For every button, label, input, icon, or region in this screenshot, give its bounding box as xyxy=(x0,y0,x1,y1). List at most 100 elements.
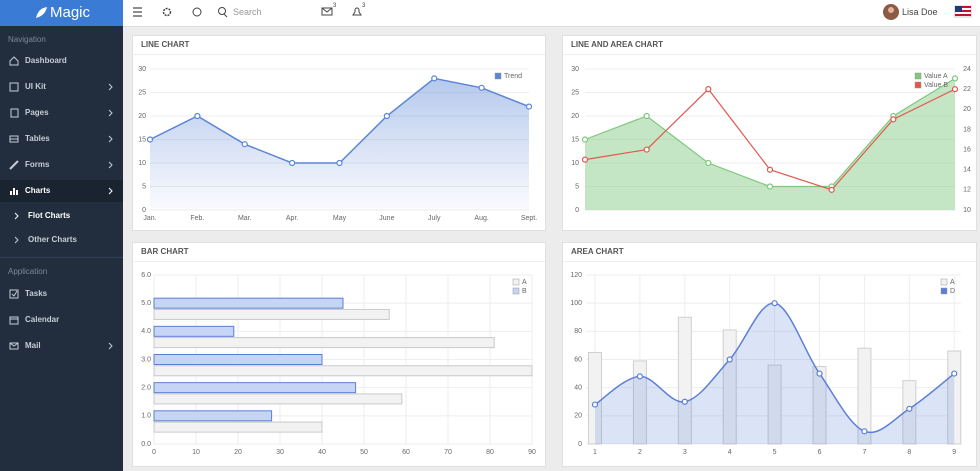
y-tick-label: 5 xyxy=(575,183,579,190)
section-title: Application xyxy=(8,267,48,276)
point xyxy=(951,75,959,82)
legend-swatch xyxy=(512,287,520,295)
y-tick-label: 0 xyxy=(575,207,579,214)
header: Search 3 3 Lisa Doe xyxy=(123,0,980,27)
y-tick-label: 12 xyxy=(963,187,971,194)
x-tick-label: 30 xyxy=(276,449,284,456)
point xyxy=(289,159,296,167)
nav-sub-item[interactable]: Other Charts xyxy=(0,229,123,251)
brand-name: Magic xyxy=(50,4,91,21)
point xyxy=(681,398,688,405)
legend-swatch xyxy=(914,72,922,80)
y-tick-label: 0.0 xyxy=(141,441,151,448)
x-tick-label: 1 xyxy=(593,449,597,456)
sidebar: Magic Navigation Dashboard UI Kit Pages … xyxy=(0,0,123,471)
x-tick-label: 80 xyxy=(486,449,494,456)
section-title: Navigation xyxy=(8,35,46,44)
x-tick-label: 90 xyxy=(528,449,536,456)
y-tick-label: 4.0 xyxy=(141,328,151,335)
bar xyxy=(677,316,692,445)
search-input[interactable]: Search xyxy=(233,7,262,17)
area xyxy=(594,303,955,444)
nav-item[interactable]: Forms xyxy=(0,154,123,176)
user-name[interactable]: Lisa Doe xyxy=(902,7,938,17)
point xyxy=(431,75,438,82)
x-tick-label: May xyxy=(333,215,347,222)
nav-item[interactable]: Tasks xyxy=(0,283,123,305)
y-tick-label: 15 xyxy=(138,136,146,143)
point xyxy=(766,166,774,173)
y-tick-label: 20 xyxy=(963,106,971,113)
nav-item[interactable]: UI Kit xyxy=(0,76,123,98)
area xyxy=(150,78,529,211)
x-tick-label: 7 xyxy=(862,449,866,456)
x-tick-label: 10 xyxy=(192,449,200,456)
nav-label: Charts xyxy=(25,186,51,195)
brand[interactable]: Magic xyxy=(0,0,123,26)
point xyxy=(861,428,868,435)
nav-item[interactable]: Mail xyxy=(0,335,123,357)
area xyxy=(585,78,955,211)
x-tick-label: 60 xyxy=(402,449,410,456)
panel: LINE CHART 0 5 10 15 20 25 30 Jan. Feb. Mar. Apr. M… xyxy=(132,35,546,231)
point xyxy=(636,373,643,380)
y-tick-label: 2.0 xyxy=(141,385,151,392)
nav-item[interactable]: Calendar xyxy=(0,309,123,331)
x-tick-label: June xyxy=(379,215,394,222)
nav-item[interactable]: Tables xyxy=(0,128,123,150)
x-tick-label: 40 xyxy=(318,449,326,456)
panel-title: BAR CHART xyxy=(133,243,545,262)
nav-label: Calendar xyxy=(25,315,60,324)
brand-icon xyxy=(36,7,47,18)
nav-label: Forms xyxy=(25,160,50,169)
point xyxy=(383,112,390,120)
y-tick-label: 10 xyxy=(571,160,579,167)
bar xyxy=(632,360,647,445)
panel-title: LINE CHART xyxy=(133,36,545,55)
legend-label: Trend xyxy=(504,73,522,80)
bar xyxy=(153,325,235,337)
x-tick-label: Apr. xyxy=(286,215,299,222)
y-tick-label: 1.0 xyxy=(141,413,151,420)
x-tick-label: 50 xyxy=(360,449,368,456)
y-tick-label: 18 xyxy=(963,126,971,133)
bar xyxy=(153,382,357,394)
bar xyxy=(153,421,323,433)
y-tick-label: 16 xyxy=(963,146,971,153)
nav-item[interactable]: Pages xyxy=(0,102,123,124)
legend-label: A xyxy=(522,279,527,286)
point xyxy=(828,186,835,193)
nav-label: Flot Charts xyxy=(28,211,71,220)
mail-badge: 3 xyxy=(333,3,337,9)
y-tick-label: 10 xyxy=(138,160,146,167)
bar xyxy=(722,329,737,445)
y-tick-label: 24 xyxy=(963,66,971,73)
panel-title: AREA CHART xyxy=(563,243,976,262)
nav-item[interactable]: Charts xyxy=(0,180,123,202)
y-tick-label: 10 xyxy=(963,207,971,214)
y-tick-label: 0 xyxy=(578,441,582,448)
y-tick-label: 30 xyxy=(571,66,579,73)
point xyxy=(146,136,154,143)
y-tick-label: 6.0 xyxy=(141,272,151,279)
y-tick-label: 5.0 xyxy=(141,300,151,307)
legend-swatch xyxy=(940,287,948,295)
legend-swatch xyxy=(494,72,502,80)
y-tick-label: 60 xyxy=(574,356,582,363)
bar xyxy=(153,365,533,377)
y-tick-label: 0 xyxy=(142,207,146,214)
point xyxy=(194,112,201,120)
nav-item[interactable]: Dashboard xyxy=(0,50,123,72)
nav-label: Other Charts xyxy=(28,235,77,244)
x-tick-label: Sept. xyxy=(521,215,537,222)
x-tick-label: 4 xyxy=(728,449,732,456)
nav-label: Pages xyxy=(25,108,49,117)
legend-swatch xyxy=(512,278,520,286)
point xyxy=(591,401,599,408)
nav-sub-item[interactable]: Flot Charts xyxy=(0,205,123,227)
x-tick-label: 9 xyxy=(952,449,956,456)
y-tick-label: 100 xyxy=(570,300,582,307)
point xyxy=(771,300,778,307)
chart: 0 5 10 15 20 25 30 10 12 14 16 18 20 22 24 Value A Value… xyxy=(571,66,971,214)
point xyxy=(766,183,774,190)
